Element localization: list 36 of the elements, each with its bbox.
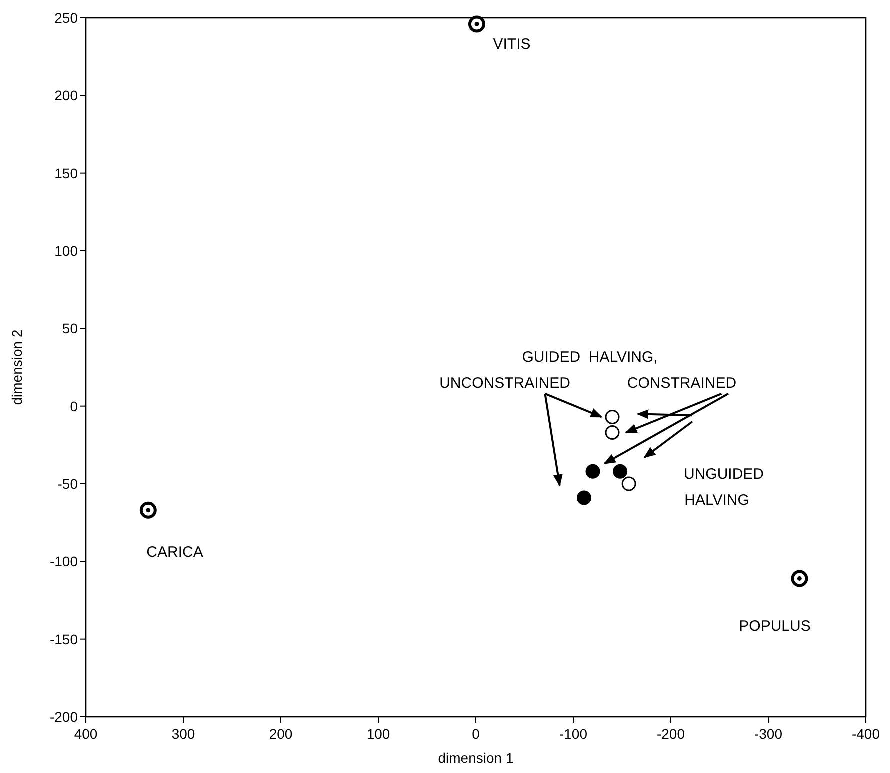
annotation: CONSTRAINED — [627, 375, 737, 392]
point — [622, 476, 636, 492]
point — [468, 16, 486, 33]
annotation: GUIDED HALVING, — [522, 349, 658, 366]
annotation: CARICA — [146, 544, 204, 561]
y-tick-label: 150 — [54, 165, 78, 182]
x-tick-label: 200 — [269, 726, 293, 742]
x-tick-label: -200 — [656, 726, 686, 742]
point — [613, 464, 628, 479]
x-tick-label: 400 — [74, 726, 98, 742]
annotation: UNGUIDED — [684, 466, 764, 483]
x-tick-label: -300 — [754, 726, 783, 742]
y-tick-label: 0 — [70, 398, 78, 414]
y-tick-label: 250 — [54, 10, 78, 26]
y-tick-label: -200 — [50, 709, 78, 725]
point — [791, 570, 808, 588]
x-tick-label: 100 — [366, 726, 390, 742]
y-axis-title: dimension 2 — [9, 330, 25, 406]
x-tick-label: 300 — [172, 726, 196, 742]
y-tick-label: -50 — [58, 476, 78, 492]
x-tick-label: 0 — [472, 726, 480, 742]
x-tick-label: -400 — [852, 726, 880, 742]
x-axis-title: dimension 1 — [438, 750, 514, 766]
y-tick-label: -100 — [50, 554, 78, 570]
y-tick-label: 50 — [62, 320, 78, 337]
point — [140, 502, 157, 519]
annotation: HALVING — [684, 492, 750, 509]
point — [586, 464, 600, 479]
point — [576, 490, 592, 506]
annotation: POPULUS — [739, 618, 811, 635]
x-tick-label: -100 — [559, 726, 588, 742]
y-tick-label: -150 — [50, 631, 78, 648]
y-tick-label: 100 — [54, 243, 78, 259]
annotation: UNCONSTRAINED — [440, 375, 571, 392]
y-tick-label: 200 — [54, 88, 78, 104]
annotation: VITIS — [493, 36, 531, 53]
